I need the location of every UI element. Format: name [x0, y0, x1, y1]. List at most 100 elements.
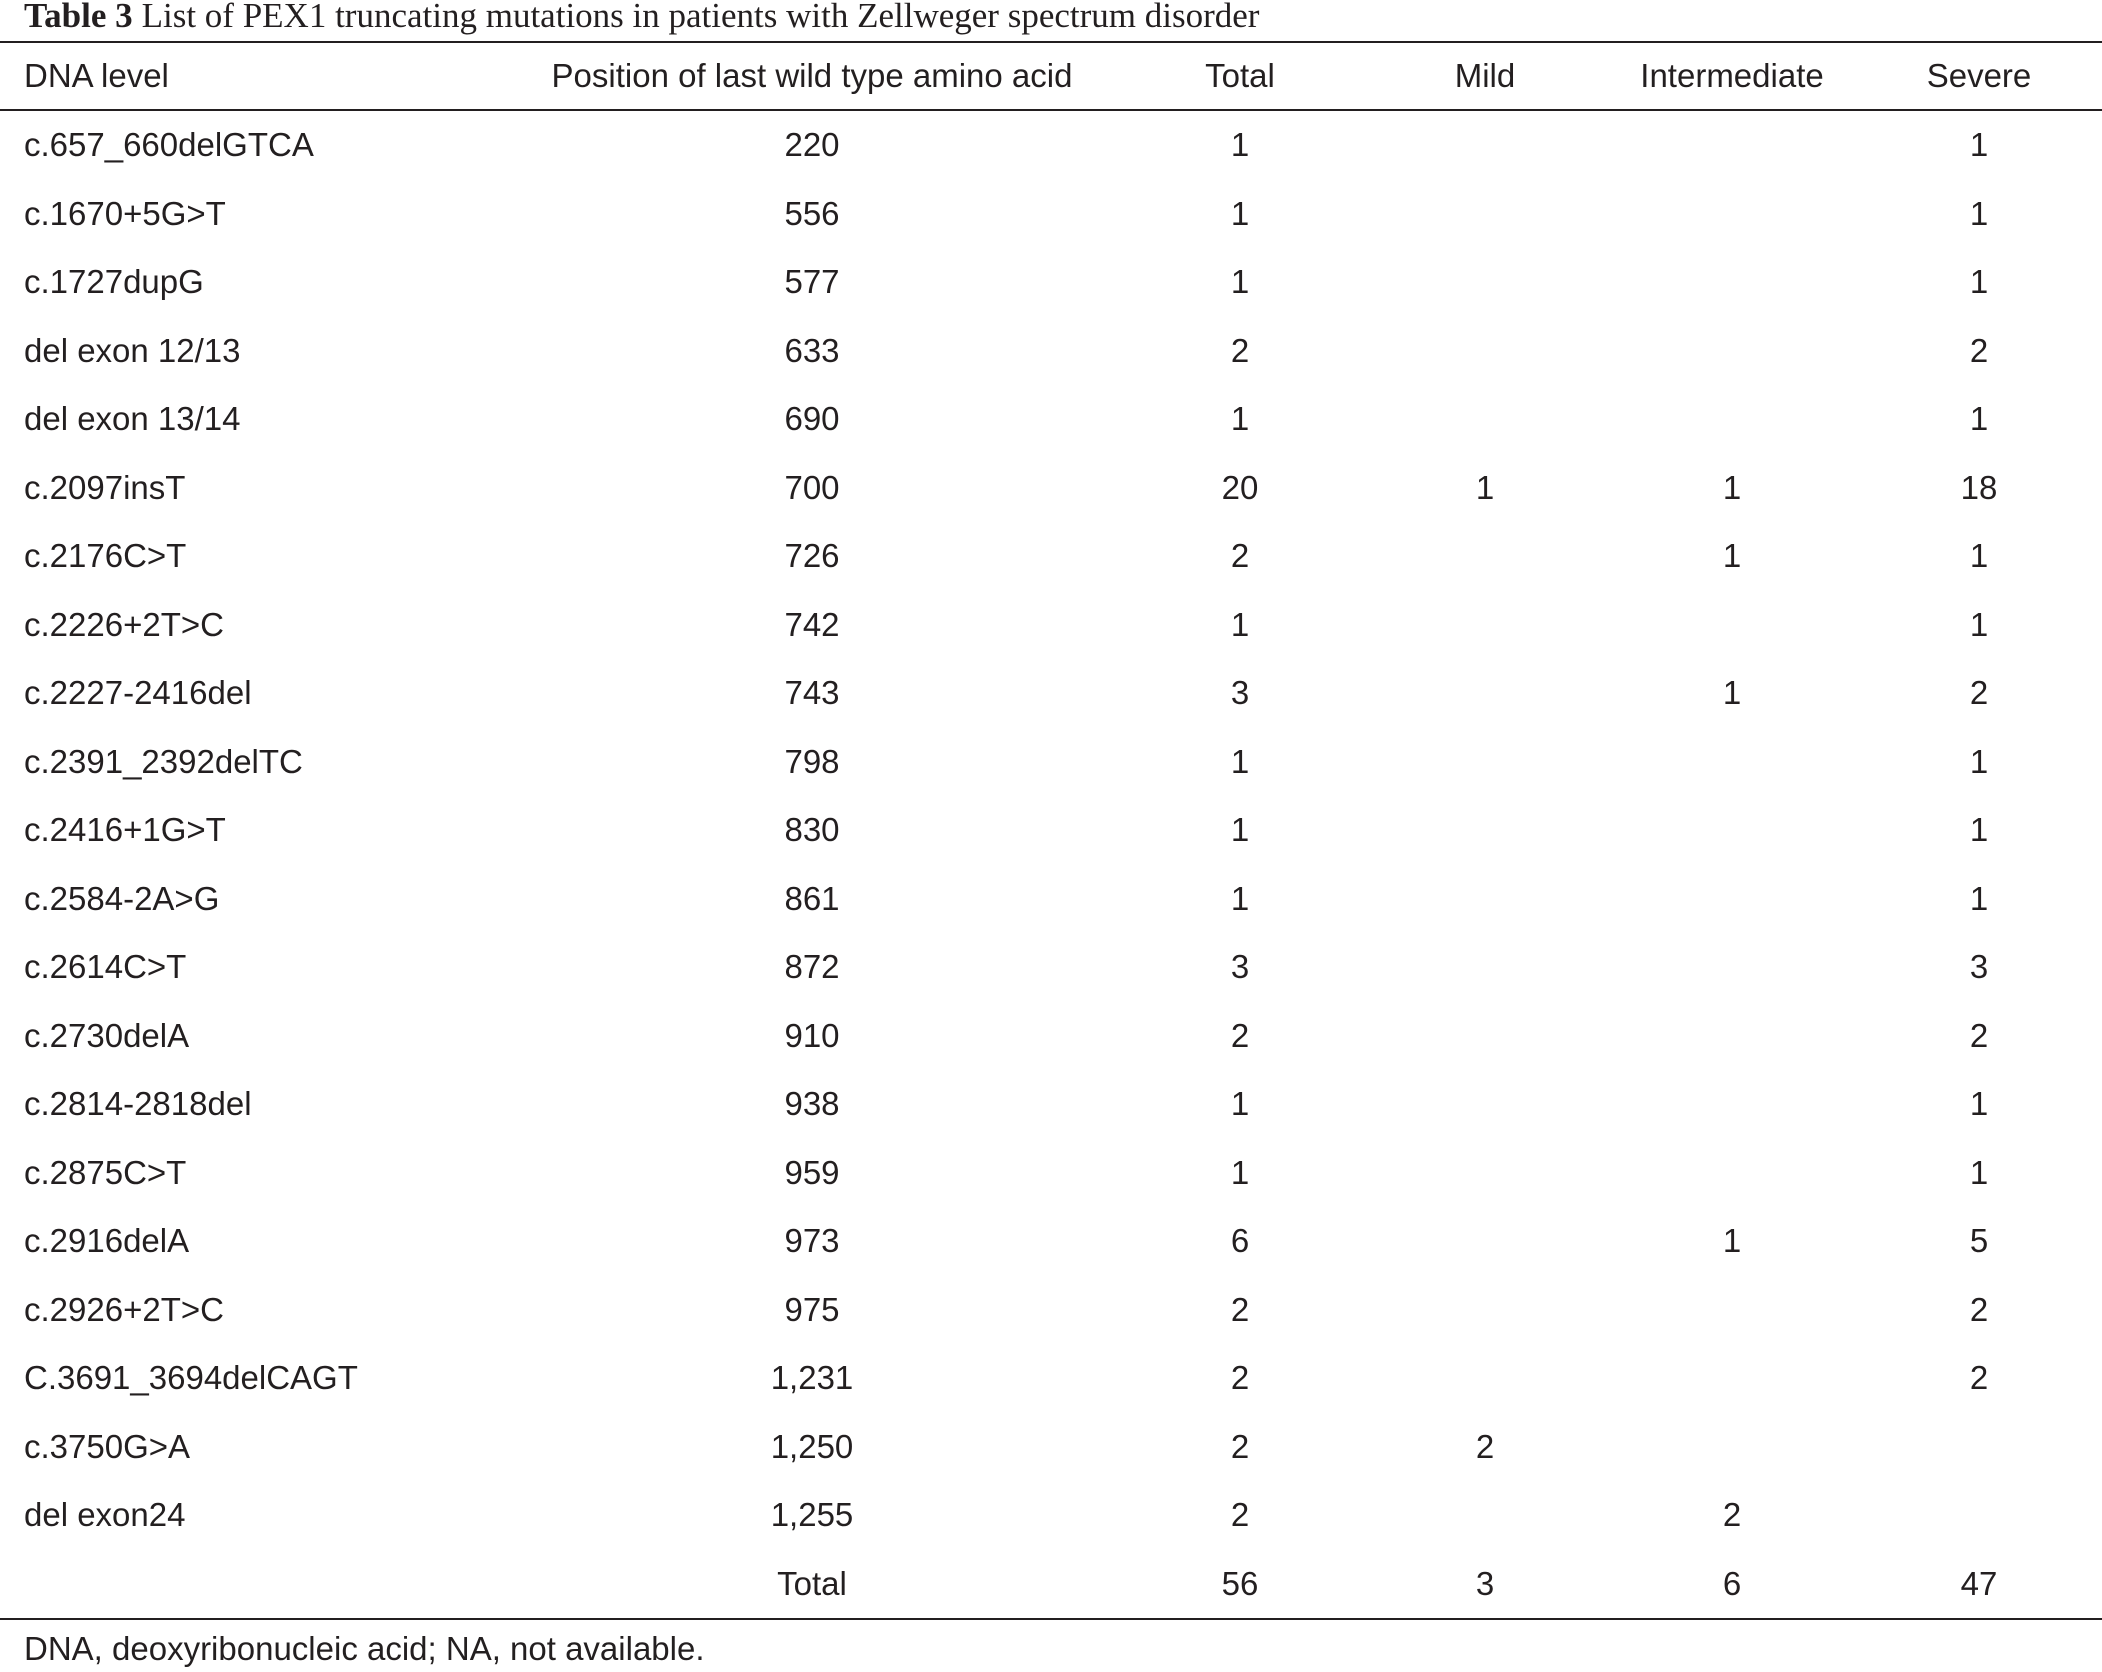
cell-total: 2 — [1230, 1496, 1250, 1533]
table-row: c.1727dupG 577 1 1 — [0, 248, 2102, 317]
cell-severe: 1 — [1969, 605, 1989, 643]
cell-position: 700 — [784, 468, 840, 506]
cell-total: 1 — [1230, 263, 1250, 300]
table-row: c.2176C>T 726 2 1 1 — [0, 522, 2102, 591]
cell-severe: 1 — [1969, 879, 1989, 917]
cell-position: 1,231 — [770, 1359, 854, 1396]
column-header-position: Position of last wild type amino acid — [551, 57, 1073, 94]
cell-mild: 2 — [1475, 1427, 1495, 1465]
table-row: c.2097insT 700 20 1 1 18 — [0, 454, 2102, 523]
total-row-intermediate: 6 — [1722, 1564, 1742, 1602]
cell-total: 20 — [1221, 468, 1259, 506]
top-rule — [0, 41, 2102, 43]
total-row-total: 56 — [1221, 1564, 1259, 1602]
cell-severe: 1 — [1969, 400, 1989, 437]
cell-dna: del exon 12/13 — [24, 331, 241, 369]
cell-severe: 2 — [1969, 1016, 1989, 1054]
table-row: c.2584-2A>G 861 1 1 — [0, 865, 2102, 934]
cell-position: 556 — [784, 194, 840, 232]
table-row: c.2614C>T 872 3 3 — [0, 933, 2102, 1002]
cell-total: 2 — [1230, 1359, 1250, 1396]
total-row-mild: 3 — [1475, 1564, 1495, 1602]
cell-total: 2 — [1230, 1290, 1250, 1328]
table-number: Table 3 — [24, 0, 133, 35]
cell-total: 1 — [1230, 605, 1250, 643]
cell-intermediate: 1 — [1722, 674, 1742, 711]
table-title: List of PEX1 truncating mutations in pat… — [141, 0, 1260, 35]
cell-total: 1 — [1230, 811, 1250, 848]
cell-severe: 1 — [1969, 126, 1989, 163]
table-body: c.657_660delGTCA 220 1 1 c.1670+5G>T 556 1 1 c.1… — [0, 111, 2102, 1618]
cell-total: 2 — [1230, 537, 1250, 574]
cell-dna: c.2391_2392delTC — [24, 742, 303, 780]
cell-severe: 2 — [1969, 674, 1989, 711]
cell-dna: c.2814-2818del — [24, 1085, 252, 1122]
table-row: c.2814-2818del 938 1 1 — [0, 1070, 2102, 1139]
cell-total: 1 — [1230, 1085, 1250, 1122]
cell-total: 3 — [1230, 674, 1250, 711]
cell-total: 1 — [1230, 1153, 1250, 1191]
cell-total: 1 — [1230, 126, 1250, 163]
cell-position: 861 — [784, 879, 840, 917]
cell-intermediate: 1 — [1722, 468, 1742, 506]
total-row-severe: 47 — [1960, 1564, 1998, 1602]
cell-dna: c.657_660delGTCA — [24, 126, 314, 163]
column-header-mild: Mild — [1454, 57, 1516, 94]
cell-position: 910 — [784, 1016, 840, 1054]
cell-dna: c.2226+2T>C — [24, 605, 224, 643]
table-row: c.2391_2392delTC 798 1 1 — [0, 728, 2102, 797]
cell-total: 2 — [1230, 1427, 1250, 1465]
column-header-intermediate: Intermediate — [1640, 57, 1824, 94]
cell-dna: del exon 13/14 — [24, 400, 241, 437]
cell-dna: c.2916delA — [24, 1222, 190, 1259]
header-rule — [0, 109, 2102, 111]
cell-intermediate: 2 — [1722, 1496, 1742, 1533]
cell-severe: 1 — [1969, 1153, 1989, 1191]
table-row: del exon24 1,255 2 2 — [0, 1481, 2102, 1550]
cell-position: 690 — [784, 400, 840, 437]
table-row: c.657_660delGTCA 220 1 1 — [0, 111, 2102, 180]
cell-dna: c.2614C>T — [24, 948, 187, 985]
cell-total: 2 — [1230, 331, 1250, 369]
table-row: c.2416+1G>T 830 1 1 — [0, 796, 2102, 865]
cell-dna: c.2176C>T — [24, 537, 187, 574]
table-row: c.3750G>A 1,250 2 2 — [0, 1413, 2102, 1482]
cell-position: 220 — [784, 126, 840, 163]
bottom-rule — [0, 1618, 2102, 1620]
cell-position: 742 — [784, 605, 840, 643]
cell-total: 6 — [1230, 1222, 1250, 1259]
total-row: Total 56 3 6 47 — [0, 1550, 2102, 1619]
cell-position: 743 — [784, 674, 840, 711]
cell-position: 798 — [784, 742, 840, 780]
cell-position: 938 — [784, 1085, 840, 1122]
table-row: c.2226+2T>C 742 1 1 — [0, 591, 2102, 660]
cell-position: 959 — [784, 1153, 840, 1191]
cell-severe: 1 — [1969, 742, 1989, 780]
cell-dna: c.2926+2T>C — [24, 1290, 224, 1328]
cell-position: 1,255 — [770, 1496, 854, 1533]
cell-dna: C.3691_3694delCAGT — [24, 1359, 358, 1396]
cell-severe: 1 — [1969, 537, 1989, 574]
table-row: c.2916delA 973 6 1 5 — [0, 1207, 2102, 1276]
cell-severe: 2 — [1969, 1290, 1989, 1328]
table-row: c.1670+5G>T 556 1 1 — [0, 180, 2102, 249]
cell-dna: c.2584-2A>G — [24, 879, 220, 917]
table-row: c.2875C>T 959 1 1 — [0, 1139, 2102, 1208]
cell-position: 830 — [784, 811, 840, 848]
cell-position: 577 — [784, 263, 840, 300]
table-header: DNA level Position of last wild type ami… — [0, 43, 2102, 109]
column-header-severe: Severe — [1926, 57, 2032, 94]
cell-severe: 1 — [1969, 811, 1989, 848]
cell-dna: c.3750G>A — [24, 1427, 191, 1465]
cell-intermediate: 1 — [1722, 1222, 1742, 1259]
cell-total: 2 — [1230, 1016, 1250, 1054]
total-row-label: Total — [777, 1564, 847, 1602]
table-caption: Table 3 List of PEX1 truncating mutations… — [24, 0, 1259, 33]
table-row: del exon 13/14 690 1 1 — [0, 385, 2102, 454]
table-row: c.2926+2T>C 975 2 2 — [0, 1276, 2102, 1345]
cell-severe: 1 — [1969, 263, 1989, 300]
cell-mild: 1 — [1475, 468, 1495, 506]
cell-severe: 2 — [1969, 331, 1989, 369]
cell-total: 1 — [1230, 194, 1250, 232]
column-header-total: Total — [1205, 57, 1275, 94]
